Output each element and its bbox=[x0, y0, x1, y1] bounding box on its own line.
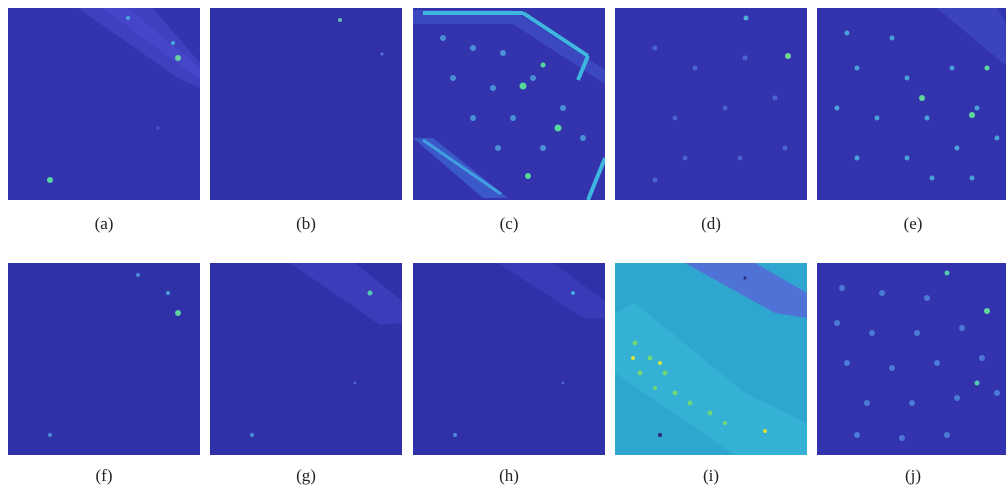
panel-j-caption: (j) bbox=[904, 466, 922, 485]
panel-h-heatmap bbox=[413, 263, 605, 455]
panel-d-image bbox=[615, 8, 807, 200]
panel-b-heatmap bbox=[210, 8, 402, 200]
panel-i-heatmap bbox=[615, 263, 807, 455]
panel-g-image bbox=[210, 263, 402, 455]
panel-g-heatmap bbox=[210, 263, 402, 455]
panel-g-caption: (g) bbox=[296, 466, 316, 485]
panel-b-caption: (b) bbox=[296, 214, 316, 233]
panel-c-heatmap bbox=[413, 8, 605, 200]
panel-b-image bbox=[210, 8, 402, 200]
panel-a-caption: (a) bbox=[94, 214, 114, 233]
panel-e-caption: (e) bbox=[903, 214, 923, 233]
panel-j-image bbox=[817, 263, 1006, 455]
panel-e-image bbox=[817, 8, 1006, 200]
panel-f-caption: (f) bbox=[95, 466, 113, 485]
panel-c-image bbox=[413, 8, 605, 200]
panel-h-caption: (h) bbox=[499, 466, 519, 485]
panel-d-heatmap bbox=[615, 8, 807, 200]
panel-i-image bbox=[615, 263, 807, 455]
panel-d-caption: (d) bbox=[701, 214, 721, 233]
panel-c-caption: (c) bbox=[499, 214, 519, 233]
panel-f-heatmap bbox=[8, 263, 200, 455]
panel-e-heatmap bbox=[817, 8, 1006, 200]
panel-j-heatmap bbox=[817, 263, 1006, 455]
panel-a-image bbox=[8, 8, 200, 200]
panel-a-heatmap bbox=[8, 8, 200, 200]
panel-h-image bbox=[413, 263, 605, 455]
panel-i-caption: (i) bbox=[702, 466, 720, 485]
panel-f-image bbox=[8, 263, 200, 455]
